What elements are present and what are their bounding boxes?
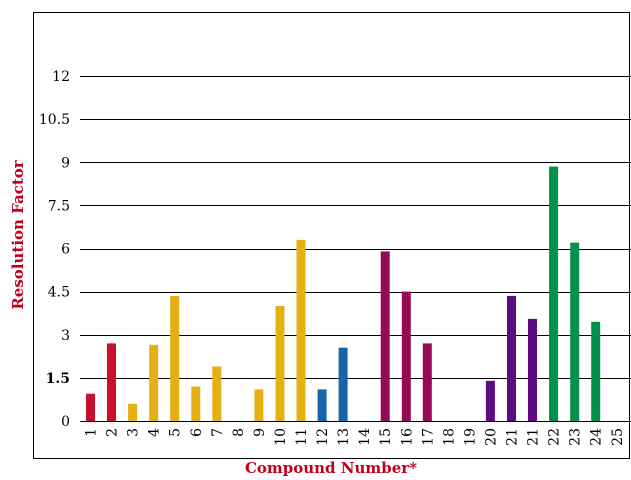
x-tick-label: 12 (315, 428, 331, 446)
x-tick-label: 5 (168, 428, 184, 437)
y-tick-label: 7.5 (48, 198, 70, 214)
x-tick-label: 8 (231, 428, 247, 437)
x-tick-label: 20 (483, 428, 499, 446)
x-tick-label: 6 (189, 428, 205, 437)
bar (485, 380, 495, 422)
x-tick-label: 9 (252, 428, 268, 437)
bar (591, 321, 601, 421)
y-tick-label: 0 (61, 414, 70, 430)
y-tick-label: 4.5 (48, 285, 70, 301)
bar (507, 295, 516, 421)
bar (191, 386, 201, 421)
bar (128, 403, 138, 422)
bar (296, 239, 306, 421)
bar (212, 366, 222, 421)
y-tick-label: 6 (61, 242, 70, 258)
bar (107, 343, 116, 421)
x-tick-label: 2 (105, 428, 121, 437)
bar (528, 318, 537, 421)
x-tick-label: 24 (589, 428, 605, 446)
x-tick-label: 11 (294, 428, 310, 446)
chart-border (33, 12, 630, 459)
x-axis-title: Compound Number* (245, 459, 417, 477)
bar (401, 291, 411, 421)
bar (338, 347, 348, 421)
bar (570, 242, 580, 421)
x-tick-label: 14 (357, 428, 373, 446)
gridlines (80, 76, 631, 379)
y-tick-label: 12 (52, 69, 70, 85)
x-tick-label: 4 (147, 428, 163, 437)
y-tick-label: 9 (61, 155, 70, 171)
x-tick-label: 15 (378, 428, 394, 446)
y-tick-label: 3 (61, 328, 70, 344)
y-tick-label: 10.5 (39, 112, 70, 128)
x-tick-labels: 1 2 3 4 5 6 7 8 9 10 11 12 13 14 15 16 17 18 19 20 21 21 22 23 2… (84, 428, 626, 446)
bar (317, 389, 327, 421)
x-tick-label: 21 (526, 428, 542, 446)
bar (275, 306, 285, 421)
x-tick-label: 10 (273, 428, 289, 446)
x-tick-label: 13 (336, 428, 352, 446)
x-tick-label: 25 (610, 428, 626, 446)
bar (86, 393, 95, 421)
x-tick-label: 23 (568, 428, 584, 446)
bar (254, 389, 264, 421)
bars (86, 166, 601, 422)
y-axis-title: Resolution Factor (9, 159, 27, 309)
x-tick-label: 17 (420, 428, 436, 446)
bar (170, 295, 180, 421)
y-tick-label: 1.5 (46, 371, 70, 387)
bar (422, 343, 432, 421)
bar (549, 166, 559, 421)
x-tick-label: 18 (441, 428, 457, 446)
x-tick-label: 3 (126, 428, 142, 437)
bar (380, 251, 390, 421)
bar (149, 344, 159, 421)
x-tick-label: 22 (547, 428, 563, 446)
x-tick-label: 21 (505, 428, 521, 446)
y-tick-labels: 0 1.5 3 4.5 6 7.5 9 10.5 12 (39, 69, 70, 430)
x-tick-label: 16 (399, 428, 415, 446)
x-tick-label: 1 (84, 428, 100, 437)
x-tick-label: 7 (210, 428, 226, 437)
x-tick-label: 19 (462, 428, 478, 446)
